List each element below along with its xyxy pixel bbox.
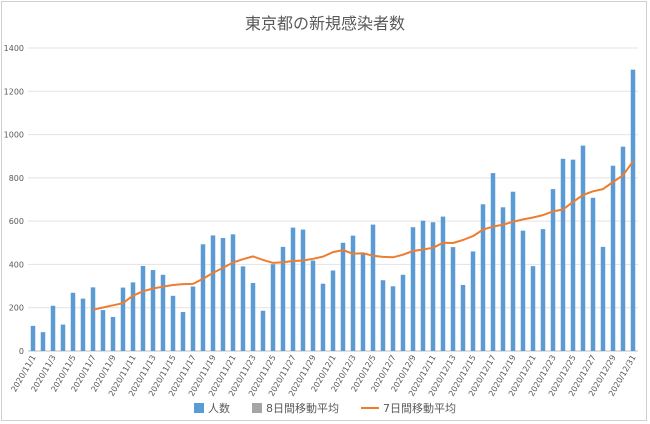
- chart-title: 東京都の新規感染者数: [244, 14, 405, 33]
- y-tick-label: 400: [9, 260, 24, 269]
- y-tick-label: 800: [9, 174, 24, 183]
- bar: [470, 251, 476, 351]
- bar: [230, 234, 236, 351]
- series-line-7day-average: [92, 160, 634, 311]
- legend-item-count: 人数: [194, 400, 230, 416]
- bar: [530, 266, 536, 351]
- bar: [40, 332, 46, 351]
- bar: [510, 191, 516, 351]
- bar: [400, 274, 406, 351]
- bar: [390, 286, 396, 351]
- bar: [420, 220, 426, 351]
- bar: [60, 324, 66, 351]
- bar: [130, 282, 136, 351]
- bar: [90, 287, 96, 351]
- bar: [330, 270, 336, 351]
- bar: [500, 207, 506, 351]
- bar: [430, 222, 436, 351]
- bar: [190, 286, 196, 351]
- legend-label-8day: 8日間移動平均: [266, 402, 339, 415]
- bar: [250, 283, 256, 351]
- bar: [630, 69, 636, 352]
- bar: [440, 216, 446, 351]
- legend-swatch-count: [194, 403, 204, 413]
- bar: [370, 224, 376, 351]
- bar: [300, 229, 306, 351]
- bar: [120, 287, 126, 351]
- bar: [110, 317, 116, 351]
- bar: [620, 146, 626, 351]
- legend-item-7day: 7日間移動平均: [361, 400, 456, 416]
- bar: [600, 246, 606, 351]
- bar: [520, 230, 526, 351]
- legend-swatch-8day: [252, 403, 262, 413]
- y-tick-label: 1400: [4, 44, 24, 53]
- bar: [220, 238, 226, 351]
- y-tick-label: 1000: [4, 131, 24, 140]
- legend-swatch-7day: [361, 407, 379, 409]
- bar: [160, 274, 166, 351]
- legend-item-8day: 8日間移動平均: [252, 400, 339, 416]
- bar: [570, 159, 576, 351]
- bar: [70, 292, 76, 351]
- bar: [560, 158, 566, 351]
- bar: [30, 325, 36, 351]
- bar: [140, 265, 146, 351]
- bar: [590, 197, 596, 351]
- bar: [270, 264, 276, 351]
- bar: [380, 280, 386, 351]
- bar: [410, 227, 416, 351]
- bar: [280, 246, 286, 351]
- bar: [320, 283, 326, 351]
- y-tick-label: 1200: [4, 87, 24, 96]
- bar: [450, 247, 456, 351]
- legend: 人数 8日間移動平均 7日間移動平均: [0, 400, 650, 416]
- bar: [350, 235, 356, 351]
- y-tick-label: 600: [9, 217, 24, 226]
- bar: [340, 242, 346, 351]
- bar: [180, 312, 186, 351]
- bar: [100, 310, 106, 351]
- bar: [610, 165, 616, 351]
- bar: [80, 298, 86, 351]
- legend-label-count: 人数: [208, 402, 230, 415]
- bar: [360, 253, 366, 351]
- bar: [480, 204, 486, 351]
- legend-label-7day: 7日間移動平均: [383, 402, 456, 415]
- bar: [310, 260, 316, 351]
- bar: [170, 295, 176, 351]
- bar: [150, 270, 156, 351]
- bar: [240, 266, 246, 351]
- y-tick-label: 200: [9, 304, 24, 313]
- bar: [290, 227, 296, 351]
- bar: [260, 310, 266, 351]
- bar: [550, 189, 556, 351]
- bar: [580, 145, 586, 351]
- y-tick-label: 0: [19, 347, 24, 356]
- bar: [540, 229, 546, 351]
- bar: [490, 173, 496, 351]
- bar: [50, 305, 56, 351]
- bar: [210, 235, 216, 351]
- bar: [200, 244, 206, 351]
- bar: [460, 284, 466, 351]
